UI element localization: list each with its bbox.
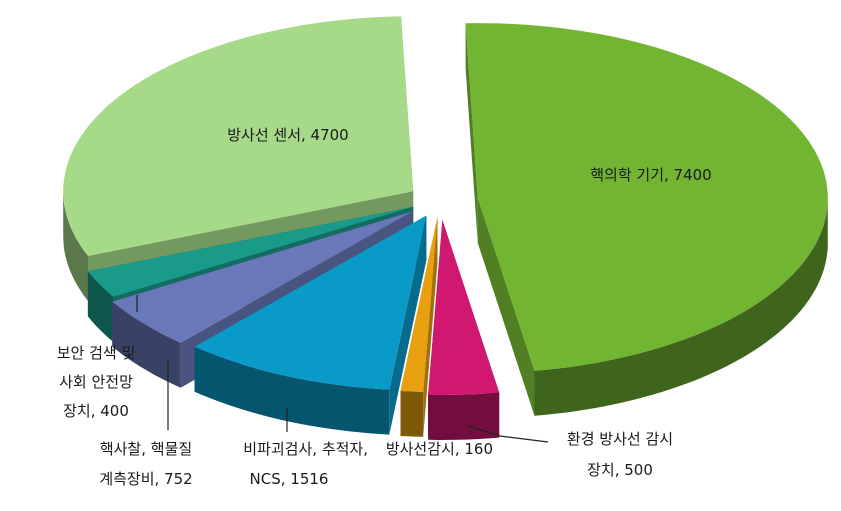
label-security-2: 장치, 400: [63, 402, 129, 420]
slice-top-nuclear-medicine: [465, 23, 828, 371]
slice-wall-nuclear-medicine-0: [465, 23, 478, 244]
label-sensor-0: 방사선 센서, 4700: [227, 126, 348, 144]
label-ndt-0: 비파괴검사, 추적자,: [243, 440, 368, 458]
label-env-monitor-1: 장치, 500: [587, 461, 653, 479]
slice-top-sensor: [63, 16, 414, 256]
label-env-monitor-0: 환경 방사선 감시: [567, 430, 673, 448]
label-ndt-1: NCS, 1516: [250, 470, 329, 488]
slice-nuclear-medicine: [465, 23, 828, 416]
label-safeguards-1: 계측장비, 752: [99, 470, 192, 488]
slice-env-monitor: [428, 220, 500, 440]
slice-rim-ndt: [194, 346, 390, 435]
slice-wall-nuclear-medicine-1: [477, 198, 535, 416]
slice-top-radiation-monitor: [400, 217, 438, 392]
slice-rim-security: [87, 271, 114, 342]
label-safeguards-0: 핵사찰, 핵물질: [100, 440, 192, 458]
slice-rim-nuclear-medicine: [534, 198, 828, 416]
label-radiation-monitor-0: 방사선감시, 160: [386, 440, 493, 458]
slice-top-security: [87, 206, 414, 297]
slice-ndt: [194, 215, 427, 435]
pie-slices: [63, 16, 828, 440]
label-security-0: 보안 검색 및: [57, 344, 136, 362]
slice-wall-ndt-0: [389, 215, 427, 435]
leader-line-env: [467, 425, 549, 443]
leader-lines: [136, 295, 549, 443]
slice-radiation-monitor: [400, 217, 438, 437]
slice-rim-radiation-monitor: [400, 391, 424, 437]
slice-rim-safeguards: [112, 301, 181, 388]
slice-rim-env-monitor: [428, 392, 500, 440]
slice-rim-sensor: [63, 191, 88, 301]
label-nuclear-medicine-0: 핵의학 기기, 7400: [590, 166, 711, 184]
slice-top-ndt: [194, 215, 427, 390]
slice-top-env-monitor: [428, 220, 500, 395]
slice-top-safeguards: [112, 211, 413, 343]
label-security-1: 사회 안전망: [59, 373, 133, 391]
